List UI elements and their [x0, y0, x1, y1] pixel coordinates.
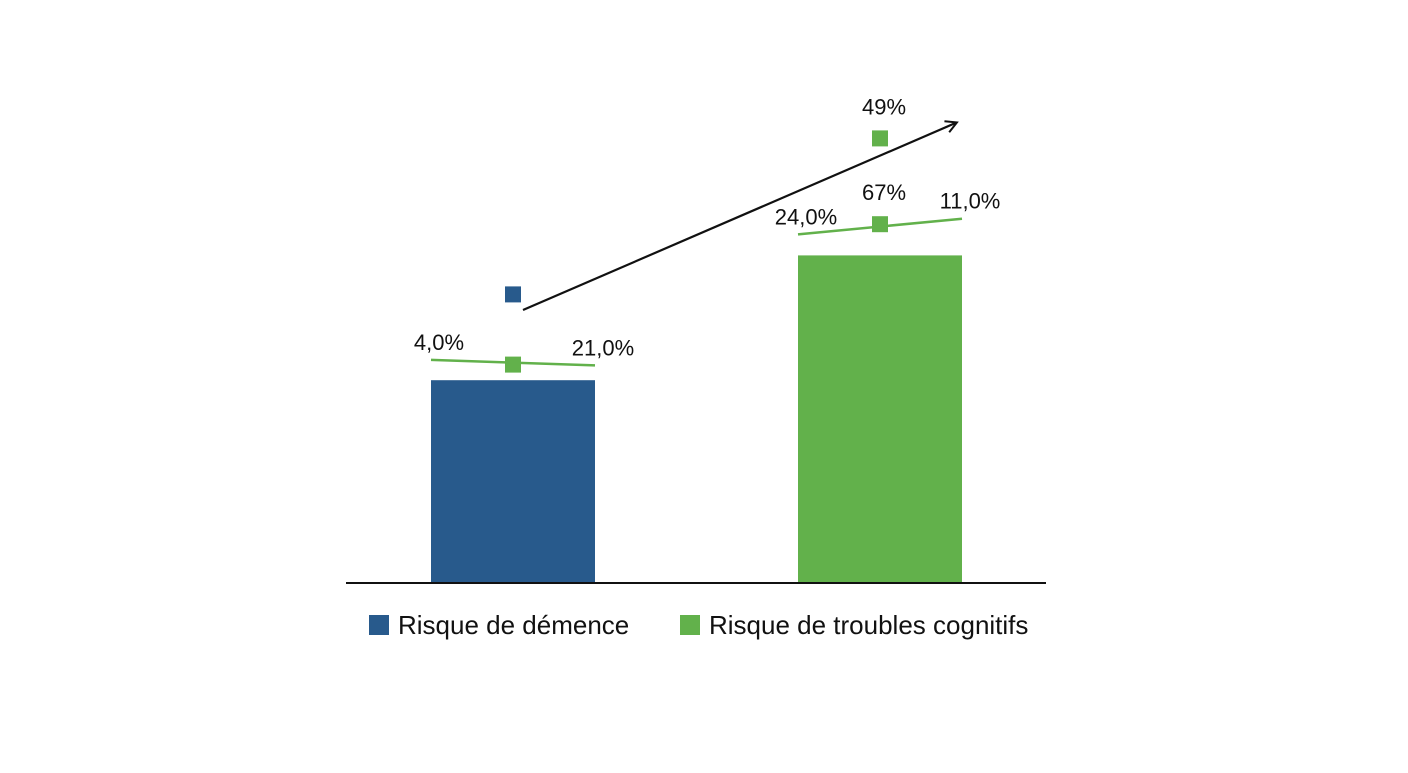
- marker-demence: [505, 286, 521, 303]
- bar-1: [431, 380, 595, 583]
- range-left-label-1: 4,0%: [414, 330, 464, 355]
- legend-swatch-2: [680, 615, 700, 635]
- bars-layer: [431, 255, 962, 583]
- marker-troubles-1: [505, 356, 521, 373]
- marker-troubles-label-2: 67%: [862, 180, 906, 205]
- trend-arrow: [522, 123, 956, 312]
- bar-2: [798, 255, 962, 583]
- markers-layer: [505, 130, 888, 373]
- legend-label-1: Risque de démence: [398, 610, 629, 640]
- legend-swatch-1: [369, 615, 389, 635]
- range-right-label-2: 11,0%: [940, 189, 1001, 214]
- legend-label-2: Risque de troubles cognitifs: [709, 610, 1028, 640]
- range-left-label-2: 24,0%: [775, 204, 837, 229]
- marker-troubles-2: [872, 216, 888, 233]
- marker-troubles-3: [872, 130, 888, 147]
- range-right-label-1: 21,0%: [572, 335, 634, 360]
- data-labels-layer: 4,0% 21,0% 24,0% 11,0% 67% 49%: [414, 94, 1000, 360]
- legend: Risque de démence Risque de troubles cogn…: [369, 610, 1028, 640]
- marker-troubles-label-3: 49%: [862, 94, 906, 119]
- trend-arrow-layer: [522, 123, 956, 312]
